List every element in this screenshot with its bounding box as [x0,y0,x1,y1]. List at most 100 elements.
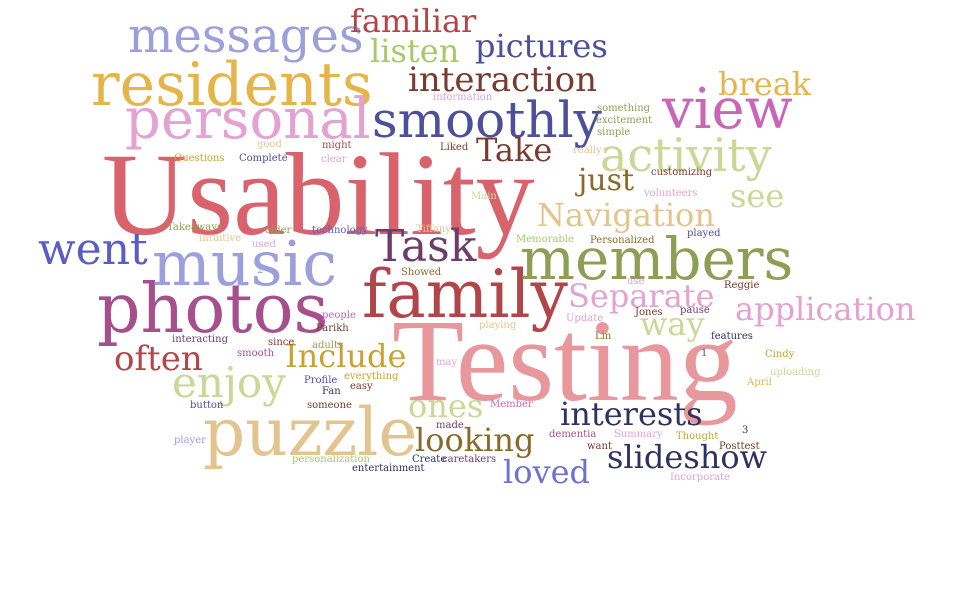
word: familiar [350,2,477,40]
word: Create [412,454,447,465]
word: break [718,65,812,103]
word: adults [312,340,344,351]
word: Posttest [719,441,760,452]
word: just [578,163,635,198]
word: slideshow [607,438,767,476]
word: interacting [172,334,228,345]
word: used [252,239,276,250]
word: Summary [614,429,663,440]
word: pictures [475,27,608,65]
word: player [174,435,206,446]
word: people [322,310,356,321]
word: 2 [257,265,264,276]
word: way [640,305,705,343]
word: Complete [239,153,288,164]
word: Parikh [316,323,349,334]
word: something [597,103,651,114]
word: volunteers [644,188,698,199]
word: intuitive [199,233,242,244]
word: information [433,92,493,103]
word: Showed [401,267,442,278]
word: Separate [568,277,715,315]
word: Takeaways [167,222,223,233]
word: features [711,331,753,342]
word: looking [415,421,535,459]
word: 1 [701,348,708,359]
word: pause [680,305,710,316]
word: Thought [676,431,719,442]
word: Tiffany [416,224,452,235]
word: older [265,225,292,236]
word: Update [566,313,604,324]
word: interests [560,395,703,433]
word: made [436,420,464,431]
word: Main [471,191,497,202]
word: puzzle [203,394,418,471]
word: use [627,276,645,287]
word: enjoy [172,358,286,407]
word: might [322,140,352,151]
word: Testing [392,295,738,426]
word: everything [344,371,399,382]
word: someone [307,400,352,411]
word: photos [97,270,329,349]
word: button [190,400,224,411]
word: residents [91,50,373,120]
word: played [687,228,721,239]
word: smooth [237,348,275,359]
word: since [268,337,295,348]
word: simple [597,127,631,138]
word: Fan [322,386,341,397]
word: Jones [635,307,663,318]
word: activity [600,128,772,182]
word: Personalized [590,235,655,246]
word: easy [350,381,373,392]
word: Profile [304,375,338,386]
word: excitement [596,115,653,126]
word: music [152,227,338,300]
word: Liked [440,142,469,153]
word: Task [375,221,477,272]
word: interaction [408,60,598,100]
word: Member [490,399,533,410]
word: Include [285,337,407,375]
word: Questions [174,153,225,164]
word: good [257,139,282,150]
word: uploading [770,367,821,378]
word: 3 [742,425,749,436]
word: caretakers [442,454,497,465]
word: smoothly [372,91,602,149]
word: personal [125,87,371,152]
word: customizing [651,167,713,178]
word: really [573,145,602,156]
word: playing [479,320,517,331]
word: Incorporate [670,472,730,483]
word: Lin [595,331,612,342]
word: listen [370,32,460,70]
word: see [730,177,785,215]
word: view [662,77,793,142]
word: went [38,224,148,275]
word: often [114,339,203,379]
word: messages [128,8,364,64]
word: Take [476,131,553,169]
word: family [362,256,568,333]
word: Navigation [537,196,715,234]
word: April [747,377,772,388]
word: Usability [102,129,535,260]
word: personalization [292,454,370,465]
word: members [520,225,794,293]
word: application [735,290,916,328]
word: want [587,441,612,452]
word: Cindy [765,349,795,360]
word: ones [408,387,484,425]
word: may [436,357,458,368]
word: clear [321,154,347,165]
word: Memorable [516,234,574,245]
word: dementia [549,429,597,440]
word: Reggie [724,280,760,291]
word: technology [312,225,368,236]
word: loved [503,453,590,491]
word: entertainment [352,463,425,474]
